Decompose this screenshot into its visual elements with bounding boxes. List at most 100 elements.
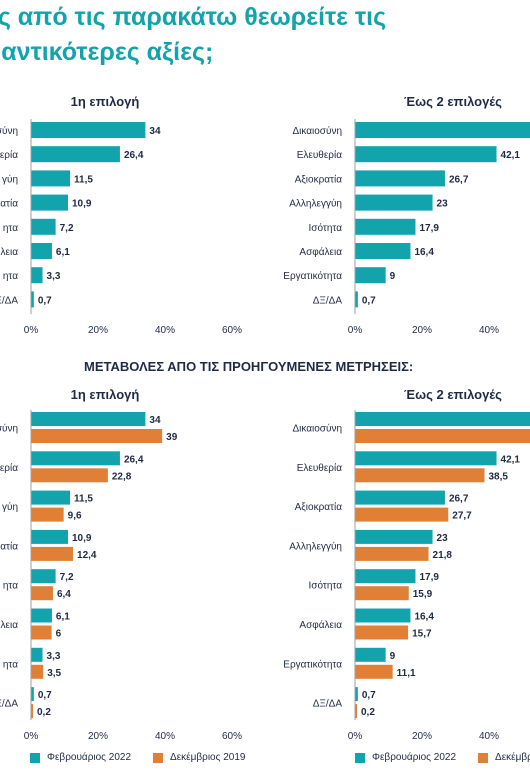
category-label: Δικαιοσύνη (292, 125, 342, 137)
bar (355, 529, 433, 544)
data-label: 9 (390, 271, 396, 282)
category-label: Εργατικότητα (283, 270, 342, 282)
data-label: 7,2 (60, 223, 74, 234)
category-label: Εργατικότητα (283, 658, 342, 670)
x-tick-label: 0% (348, 325, 363, 336)
bar (31, 122, 146, 138)
title-line-2: μαντικότερες αξίες; (0, 38, 214, 66)
data-label: 11,1 (397, 668, 416, 679)
bar (31, 146, 120, 163)
category-label: Ξ/ΔΑ (0, 295, 18, 306)
data-label: 11,5 (74, 494, 93, 505)
legend-label: Δεκέμβριος (495, 752, 530, 763)
data-label: 0,7 (362, 295, 376, 306)
x-tick-label: 0% (24, 325, 39, 336)
bar (355, 451, 497, 466)
x-tick-label: 0% (24, 731, 39, 742)
bar (31, 412, 146, 426)
bar (355, 170, 445, 187)
bar (31, 625, 52, 640)
bar (355, 291, 358, 308)
data-label: 3,3 (47, 271, 61, 282)
bar (31, 218, 56, 235)
bar (355, 122, 530, 138)
x-tick-label: 20% (412, 731, 432, 742)
bar (31, 468, 108, 483)
data-label: 22,8 (112, 471, 132, 482)
bar (355, 704, 357, 719)
bar (355, 490, 445, 505)
category-label: λεια (1, 247, 19, 258)
x-tick-label: 20% (412, 325, 432, 336)
data-label: 6,1 (56, 612, 70, 623)
category-label: ατία (0, 198, 18, 210)
data-label: 0,7 (38, 295, 52, 306)
legend-left: Φεβρουάριος 2022 Δεκέμβριος 2019 (30, 752, 267, 763)
bar (355, 586, 409, 601)
x-tick-label: 60% (222, 731, 242, 742)
category-label: Αξιοκρατία (295, 501, 343, 513)
data-label: 7,2 (60, 572, 74, 583)
data-label: 34 (149, 126, 161, 137)
x-tick-label: 60% (222, 325, 242, 336)
legend-right: Φεβρουάριος 2022 Δεκέμβριος (355, 752, 530, 763)
bar (31, 243, 52, 259)
category-label: Αλληλεγγύη (289, 198, 342, 210)
legend-item: Δεκέμβριος (478, 752, 530, 763)
bar (31, 704, 33, 719)
legend-label: Δεκέμβριος 2019 (170, 752, 246, 763)
category-label: ατία (0, 540, 18, 552)
category-label: σύνη (0, 423, 18, 435)
bar (31, 586, 53, 601)
bar (355, 507, 449, 522)
bar (355, 429, 530, 443)
category-label: Ξ/ΔΑ (0, 699, 18, 710)
x-tick-label: 40% (479, 731, 499, 742)
legend-label: Φεβρουάριος 2022 (372, 752, 457, 763)
bar (355, 546, 429, 561)
legend-item: Δεκέμβριος 2019 (153, 752, 245, 763)
bar (31, 529, 69, 544)
category-label: Ελευθερία (297, 149, 343, 161)
data-label: 9 (390, 651, 396, 662)
x-tick-label: 20% (88, 731, 108, 742)
data-label: 26,4 (124, 454, 144, 465)
data-label: 3,5 (47, 668, 61, 679)
data-label: 42,1 (501, 454, 521, 465)
bar (31, 608, 52, 623)
bar (31, 429, 163, 443)
chart-title: Έως 2 επιλογές (404, 94, 502, 109)
category-label: ερία (0, 462, 18, 474)
category-label: ητα (3, 271, 18, 282)
data-label: 16,4 (414, 612, 434, 623)
bar (31, 546, 74, 561)
category-label: ητα (3, 659, 18, 670)
bar (31, 647, 43, 662)
data-label: 0,7 (38, 690, 52, 701)
bar (31, 569, 56, 584)
bar (31, 451, 120, 466)
data-label: 12,4 (77, 550, 97, 561)
x-tick-label: 40% (155, 325, 175, 336)
data-label: 21,8 (433, 550, 453, 561)
category-label: ΔΞ/ΔΑ (313, 295, 343, 306)
legend-item: Φεβρουάριος 2022 (355, 752, 456, 763)
chart-title: 1η επιλογή (71, 387, 140, 402)
bar (355, 267, 386, 284)
data-label: 0,7 (362, 690, 376, 701)
data-label: 0,2 (37, 707, 51, 718)
data-label: 10,9 (72, 533, 92, 544)
category-label: Ελευθερία (297, 462, 343, 474)
data-label: 15,7 (412, 629, 432, 640)
data-label: 6,4 (57, 589, 71, 600)
data-label: 34 (149, 415, 161, 426)
category-label: λεια (1, 620, 19, 631)
data-label: 26,7 (449, 494, 469, 505)
data-label: 10,9 (72, 199, 92, 210)
x-tick-label: 40% (479, 325, 499, 336)
data-label: 9,6 (68, 511, 82, 522)
category-label: Ασφάλεια (299, 619, 342, 631)
category-label: γύη (2, 173, 18, 185)
legend-swatch-orange (478, 752, 489, 763)
data-label: 23 (437, 199, 449, 210)
